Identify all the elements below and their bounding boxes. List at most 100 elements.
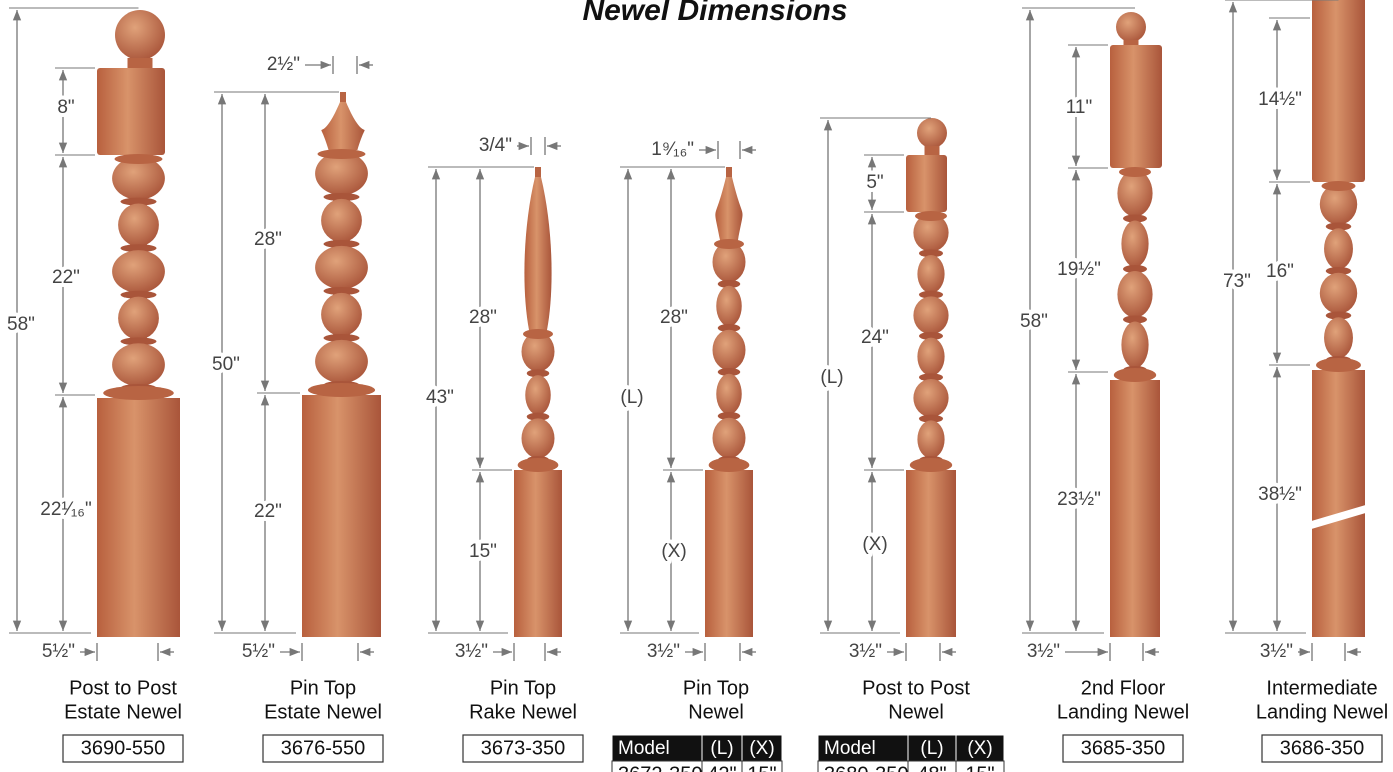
newel-base	[705, 470, 753, 637]
segment-height: (X)	[862, 534, 887, 555]
turning-bulb	[118, 297, 159, 340]
width-label: 3½"	[647, 641, 680, 662]
turning-bulb	[913, 379, 948, 417]
turning-bulb	[917, 255, 944, 293]
turning-bulb	[315, 246, 368, 289]
total-height: (L)	[620, 387, 643, 408]
total-height: 50"	[212, 354, 240, 375]
width-label: 3½"	[1260, 641, 1293, 662]
segment-height: 22"	[52, 267, 80, 288]
newel-head	[1312, 0, 1365, 182]
turning-bulb	[522, 418, 555, 458]
newel-name: Newel	[688, 701, 744, 723]
width-label: 5½"	[42, 641, 75, 662]
table-cell-text: 15"	[965, 763, 994, 772]
newel: 58"11"19½"23½"3½"2nd FloorLanding Newel3…	[1020, 8, 1189, 762]
segment-height: 19½"	[1057, 259, 1101, 280]
model-number: 3690-550	[81, 737, 166, 759]
turning-bulb	[1121, 221, 1148, 267]
turning-bulb	[118, 203, 159, 246]
width-label: 3½"	[455, 641, 488, 662]
table-header: (L)	[710, 738, 733, 759]
width-label: 3½"	[849, 641, 882, 662]
width-label: 2½"	[267, 54, 300, 75]
newel-name: 2nd Floor	[1081, 677, 1166, 699]
newel-base	[906, 470, 956, 637]
turning-collar	[1322, 181, 1356, 191]
turning-bulb	[716, 374, 742, 414]
turning-collar	[308, 383, 375, 397]
turning-collar	[103, 386, 174, 400]
turning-bulb	[1121, 322, 1148, 368]
total-height: 73"	[1223, 271, 1251, 292]
newel-name: Intermediate	[1266, 677, 1377, 699]
width-label: 1⁹⁄₁₆"	[651, 139, 694, 160]
newel-name: Rake Newel	[469, 701, 577, 723]
segment-height: 15"	[469, 541, 497, 562]
segment-height: 22¹⁄₁₆"	[40, 499, 91, 520]
table-cell-text: 15"	[747, 763, 776, 772]
newel: 73"14½"16"38½"3½"IntermediateLanding New…	[1223, 0, 1388, 762]
table-header: (X)	[749, 738, 774, 759]
total-height: 58"	[1020, 311, 1048, 332]
turning-collar	[714, 239, 744, 249]
turning-bulb	[913, 296, 948, 334]
page: {"title": "Newel Dimensions", "newels": …	[0, 0, 1393, 772]
table-header: (L)	[920, 738, 943, 759]
newel-head	[97, 68, 165, 155]
turning-bulb	[112, 343, 165, 386]
turning-bulb	[713, 330, 746, 370]
newel-base	[1110, 380, 1160, 637]
segment-height: 11"	[1066, 97, 1092, 118]
segment-height: 22"	[254, 501, 282, 522]
turning-bulb	[321, 199, 362, 242]
turning-bulb	[315, 340, 368, 383]
title: Newel Dimensions	[582, 0, 847, 27]
newel-ball	[1116, 12, 1146, 42]
newel-name: Newel	[888, 701, 944, 723]
newel-head	[1110, 45, 1162, 168]
newel-ball	[917, 118, 947, 148]
total-height: 43"	[426, 387, 454, 408]
newel-name: Post to Post	[862, 677, 970, 699]
turning-collar	[115, 154, 163, 164]
turning-bulb	[112, 250, 165, 293]
newel-base	[97, 398, 180, 637]
newel-name: Estate Newel	[264, 701, 382, 723]
table-cell-text: 3672-350	[618, 763, 703, 772]
newel-name: Landing Newel	[1057, 701, 1189, 723]
newel-name: Pin Top	[683, 677, 749, 699]
newel-base	[1312, 370, 1365, 637]
model-number: 3686-350	[1280, 737, 1365, 759]
newel-base	[514, 470, 562, 637]
model-number: 3673-350	[481, 737, 566, 759]
turning-bulb	[525, 375, 551, 415]
turning-collar	[518, 458, 559, 472]
table-header: (X)	[967, 738, 992, 759]
table-cell-text: 42"	[707, 763, 736, 772]
turning-bulb	[1324, 228, 1353, 269]
newel-head	[906, 155, 947, 212]
segment-height: (X)	[661, 541, 686, 562]
newel-name: Landing Newel	[1256, 701, 1388, 723]
diagram: Newel Dimensions 58" 8" 22" 22¹⁄₁₆" 5½" Post …	[0, 0, 1393, 772]
newel-name: Estate Newel	[64, 701, 182, 723]
turning-bulb	[321, 293, 362, 336]
turning-bulb	[716, 286, 742, 326]
newel-base	[302, 395, 381, 637]
turning-collar	[523, 329, 553, 339]
turning-bulb	[917, 338, 944, 376]
turning-collar	[318, 149, 366, 159]
segment-height: 28"	[254, 229, 282, 250]
segment-height: 38½"	[1258, 484, 1302, 505]
segment-height: 28"	[469, 307, 497, 328]
newel-name: Post to Post	[69, 677, 177, 699]
pin-taper	[715, 177, 742, 240]
turning-bulb	[1324, 317, 1353, 358]
segment-height: 8"	[57, 97, 74, 118]
pin-taper	[321, 102, 364, 150]
turning-bulb	[713, 418, 746, 458]
